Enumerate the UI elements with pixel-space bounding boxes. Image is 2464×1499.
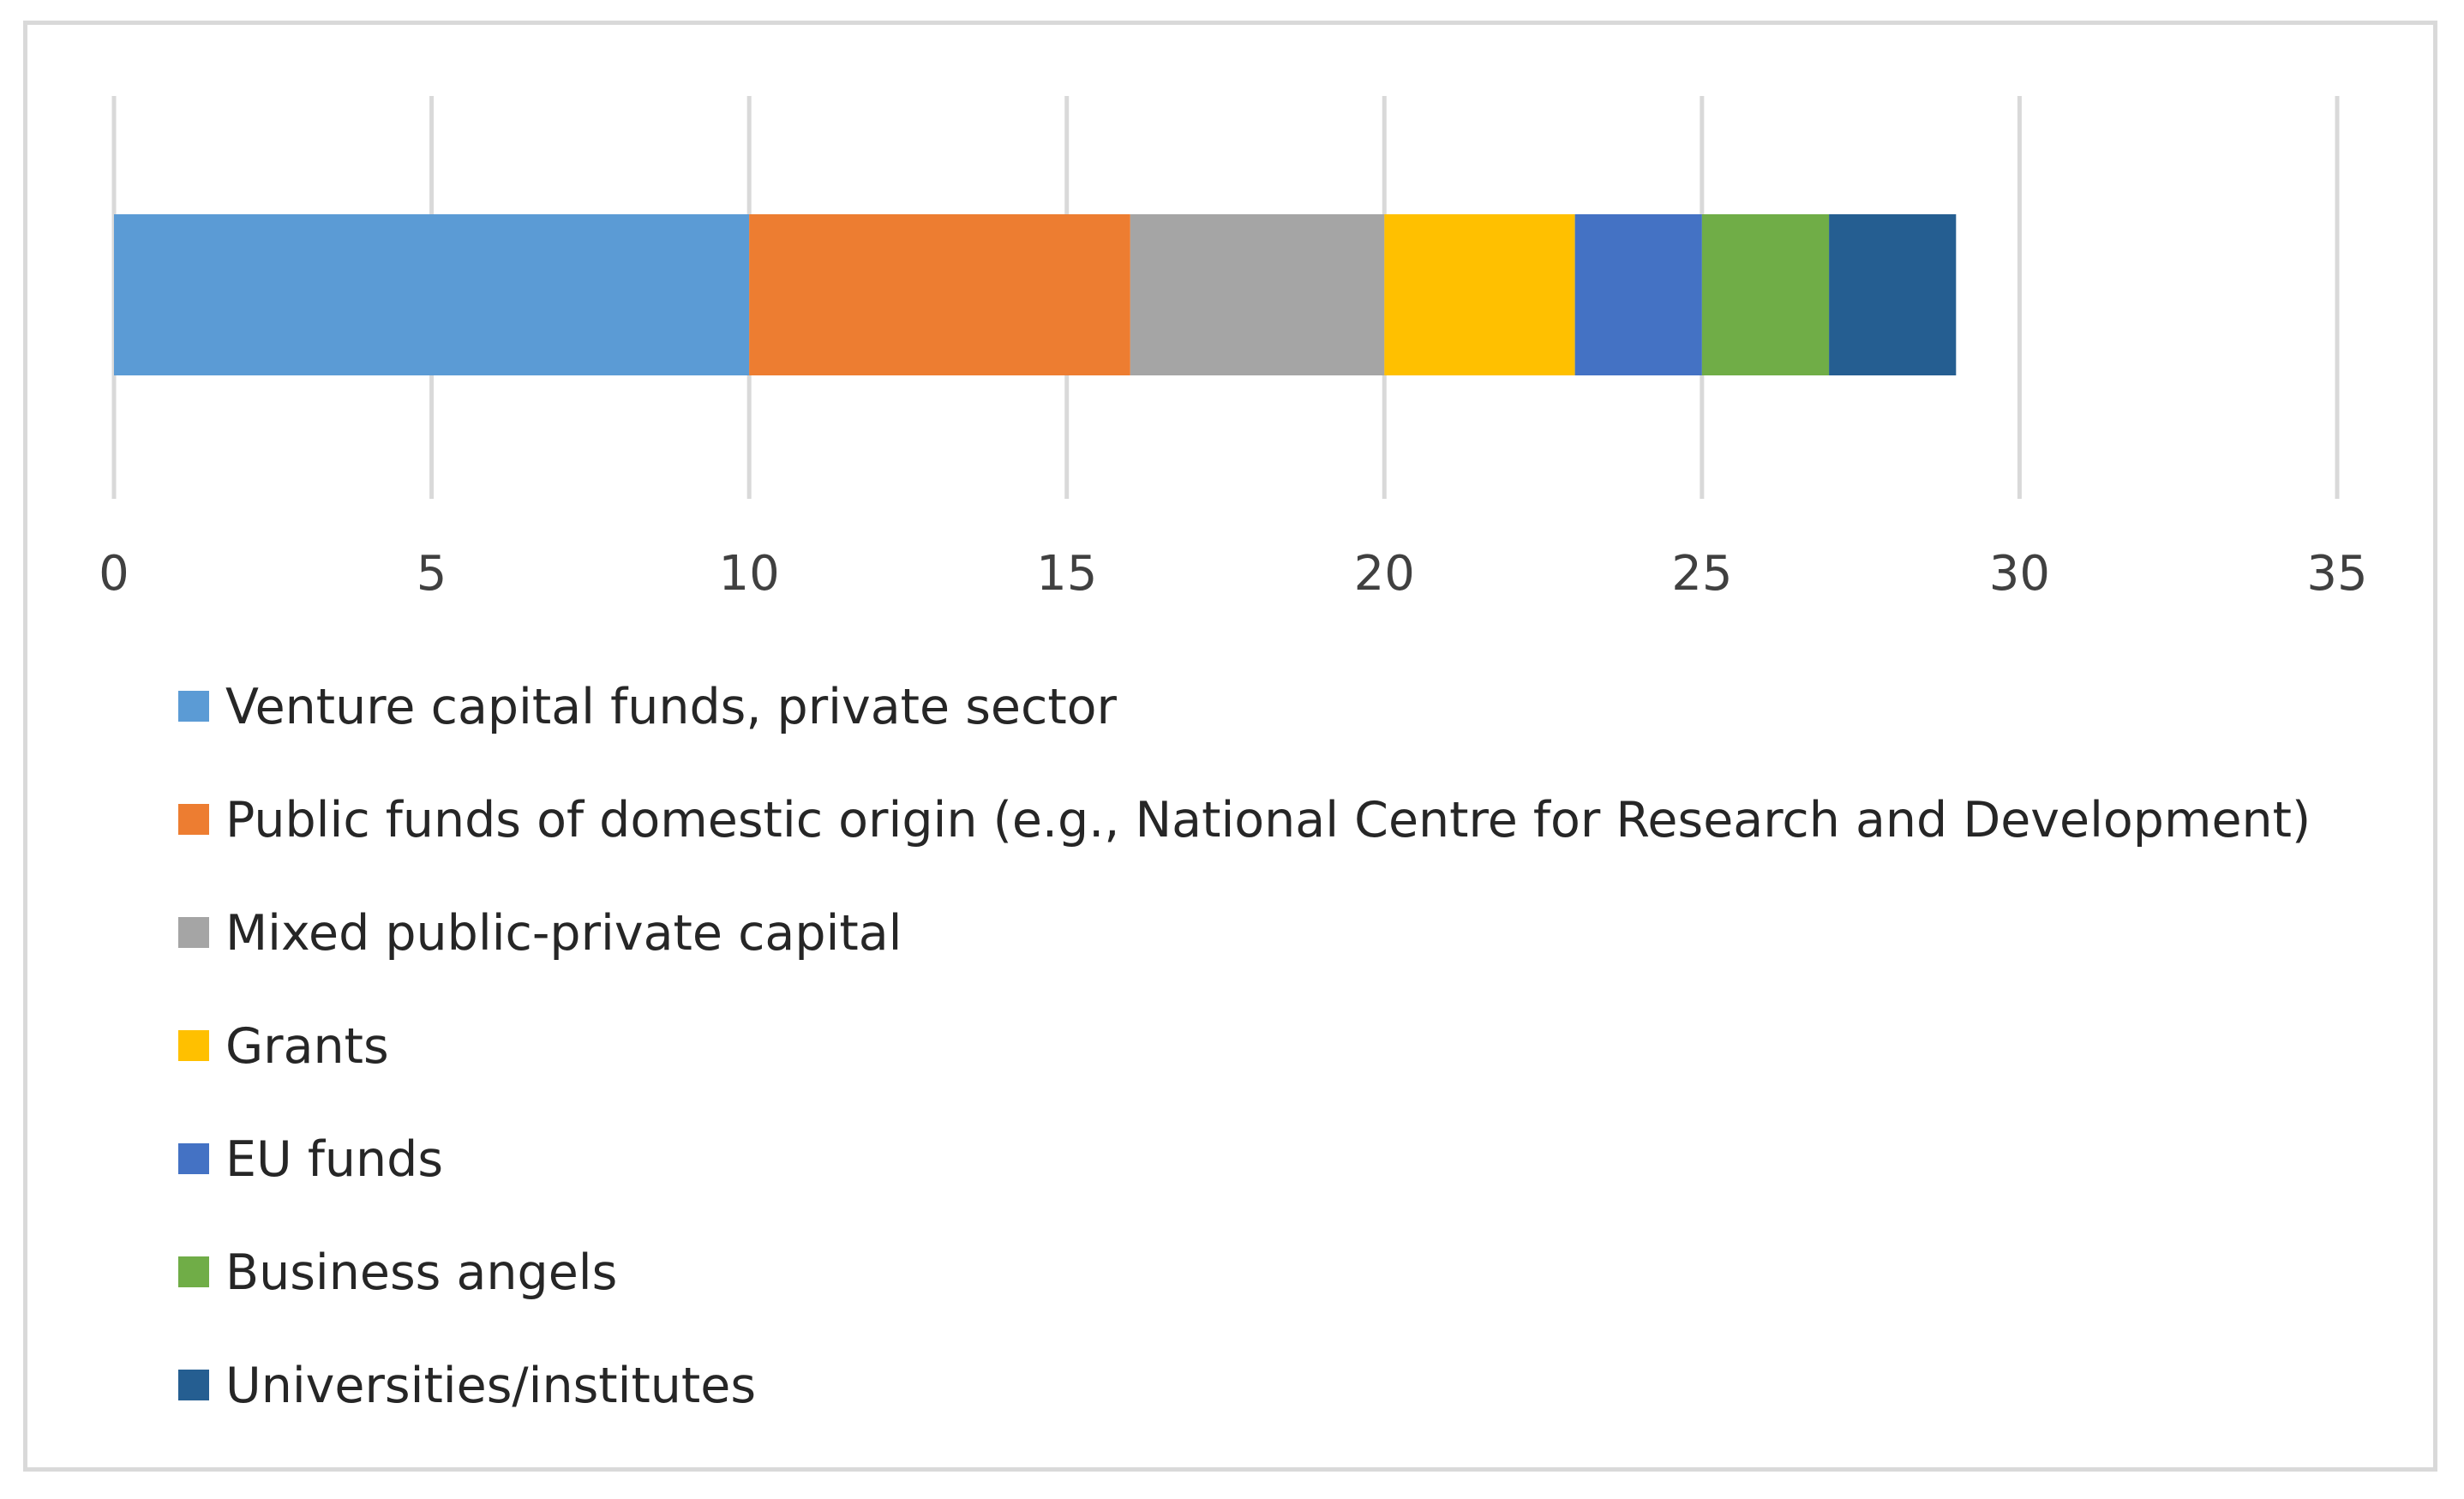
legend-swatch-1 <box>178 691 209 722</box>
x-tick-label-0: 0 <box>99 546 129 602</box>
legend-swatch-4 <box>178 1030 209 1061</box>
bar-segment-5 <box>1574 214 1702 375</box>
bar-segments <box>114 214 1957 375</box>
legend-swatch-7 <box>178 1370 209 1400</box>
x-tick-label-20: 20 <box>1354 546 1415 602</box>
legend-label-3: Mixed public-private capital <box>225 905 902 962</box>
legend-item-4: Grants <box>178 1018 389 1075</box>
x-axis-tick-labels: 0 5 10 15 20 25 30 35 <box>99 546 2367 602</box>
legend-label-4: Grants <box>225 1018 389 1075</box>
bar-segment-6 <box>1701 214 1830 375</box>
legend-swatch-2 <box>178 804 209 835</box>
bar-segment-4 <box>1384 214 1575 375</box>
legend-swatch-3 <box>178 917 209 948</box>
x-tick-label-15: 15 <box>1036 546 1097 602</box>
x-tick-label-25: 25 <box>1671 546 1732 602</box>
x-tick-label-30: 30 <box>1989 546 2050 602</box>
bar-segment-7 <box>1829 214 1957 375</box>
legend-swatch-5 <box>178 1143 209 1174</box>
legend-item-7: Universities/institutes <box>178 1358 756 1414</box>
legend-item-1: Venture capital funds, private sector <box>178 679 1118 735</box>
legend-swatch-6 <box>178 1256 209 1287</box>
legend-label-6: Business angels <box>225 1244 617 1301</box>
legend-item-5: EU funds <box>178 1131 443 1188</box>
legend: Venture capital funds, private sector Pub… <box>178 679 2311 1414</box>
bar-segment-3 <box>1130 214 1385 375</box>
legend-label-7: Universities/institutes <box>225 1358 756 1414</box>
legend-label-2: Public funds of domestic origin (e.g., N… <box>225 792 2311 848</box>
legend-label-5: EU funds <box>225 1131 443 1188</box>
bar-segment-1 <box>114 214 750 375</box>
x-tick-label-35: 35 <box>2306 546 2367 602</box>
legend-item-3: Mixed public-private capital <box>178 905 902 962</box>
x-tick-label-5: 5 <box>417 546 447 602</box>
bar-segment-2 <box>749 214 1130 375</box>
legend-item-2: Public funds of domestic origin (e.g., N… <box>178 792 2311 848</box>
legend-label-1: Venture capital funds, private sector <box>225 679 1118 735</box>
legend-item-6: Business angels <box>178 1244 617 1301</box>
x-tick-label-10: 10 <box>719 546 780 602</box>
